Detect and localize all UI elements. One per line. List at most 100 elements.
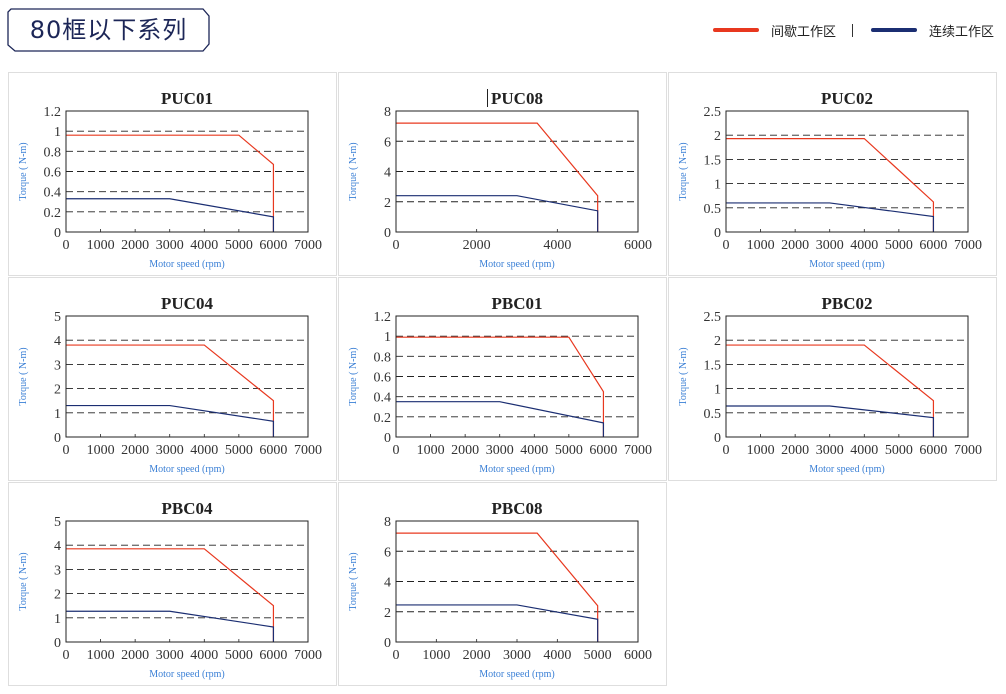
y-tick-label: 2 <box>54 383 61 398</box>
y-tick-label: 4 <box>384 166 391 181</box>
y-tick-label: 0.5 <box>704 407 722 422</box>
y-axis-label: Torque ( N-m) <box>18 142 29 200</box>
x-tick-label: 1000 <box>87 443 115 458</box>
y-tick-label: 0.2 <box>44 206 62 221</box>
y-tick-label: 0 <box>714 431 721 446</box>
x-tick-label: 3000 <box>503 648 531 663</box>
chart-title: PUC02 <box>821 89 873 108</box>
x-tick-label: 1000 <box>87 648 115 663</box>
plot-frame <box>725 315 969 438</box>
legend-swatch-continuous <box>871 28 918 32</box>
x-tick-label: 3000 <box>156 238 184 253</box>
x-axis-label: Motor speed (rpm) <box>479 464 555 475</box>
x-tick-label: 5000 <box>225 443 253 458</box>
y-tick-label: 0.6 <box>374 371 392 386</box>
y-tick-label: 1 <box>54 407 61 422</box>
legend: 间歇工作区 连续工作区 <box>713 20 994 40</box>
x-tick-label: 3000 <box>156 648 184 663</box>
plot-frame <box>395 110 639 233</box>
y-tick-label: 0.4 <box>374 391 392 406</box>
x-axis-label: Motor speed (rpm) <box>479 669 555 680</box>
y-tick-label: 1 <box>54 612 61 627</box>
y-tick-label: 3 <box>54 563 61 578</box>
x-tick-label: 4000 <box>190 443 218 458</box>
series-line-intermittent <box>396 532 599 642</box>
series-line-intermittent <box>66 134 275 232</box>
plot-frame <box>395 315 639 438</box>
legend-divider <box>852 23 854 37</box>
text-cursor <box>487 89 488 107</box>
x-tick-label: 2000 <box>121 648 149 663</box>
y-tick-label: 0 <box>54 636 61 651</box>
x-tick-label: 5000 <box>885 238 913 253</box>
x-tick-label: 4000 <box>543 238 571 253</box>
y-tick-label: 0.6 <box>44 166 62 181</box>
x-tick-label: 1000 <box>747 238 775 253</box>
x-tick-label: 0 <box>393 648 400 663</box>
x-tick-label: 6000 <box>624 238 652 253</box>
plot-frame <box>65 110 309 233</box>
y-tick-label: 1 <box>714 383 721 398</box>
x-axis-label: Motor speed (rpm) <box>149 259 225 270</box>
series-line-continuous <box>66 198 275 232</box>
x-tick-label: 5000 <box>885 443 913 458</box>
y-tick-label: 0 <box>384 636 391 651</box>
chart-card-puc01: PUC01 0 0.2 0.4 0.6 0.8 1 1.2 0 1000 2000 3000 4000 5… <box>8 72 337 276</box>
x-tick-label: 5000 <box>225 648 253 663</box>
x-tick-label: 7000 <box>294 238 322 253</box>
legend-label-intermittent: 间歇工作区 <box>771 24 837 40</box>
series-line-intermittent <box>726 344 935 437</box>
x-tick-label: 1000 <box>422 648 450 663</box>
y-axis-label: Torque ( N-m) <box>678 142 689 200</box>
x-tick-label: 2000 <box>451 443 479 458</box>
y-tick-label: 2 <box>384 196 391 211</box>
x-tick-label: 7000 <box>294 443 322 458</box>
chart-title: PBC08 <box>492 499 543 518</box>
y-tick-label: 0 <box>54 226 61 241</box>
chart-puc08: PUC08 0 2 4 6 8 0 2000 4000 6000 Motor speed (rpm)… <box>348 89 652 270</box>
y-tick-label: 0.5 <box>704 202 722 217</box>
x-tick-label: 0 <box>63 443 70 458</box>
x-tick-label: 6000 <box>589 443 617 458</box>
y-tick-label: 6 <box>384 135 391 150</box>
y-axis-label: Torque ( N-m) <box>18 347 29 405</box>
x-tick-label: 2000 <box>463 238 491 253</box>
x-tick-label: 3000 <box>816 238 844 253</box>
x-axis-label: Motor speed (rpm) <box>809 464 885 475</box>
title-frame <box>7 8 210 52</box>
x-tick-label: 4000 <box>850 443 878 458</box>
y-tick-label: 0 <box>384 431 391 446</box>
y-tick-label: 1.5 <box>704 153 722 168</box>
y-tick-label: 1.2 <box>374 310 392 325</box>
y-tick-label: 0 <box>384 226 391 241</box>
y-tick-label: 2 <box>714 334 721 349</box>
x-tick-label: 1000 <box>417 443 445 458</box>
x-tick-label: 1000 <box>87 238 115 253</box>
section-title-box: 80框以下系列 <box>7 8 210 52</box>
y-axis-label: Torque ( N-m) <box>348 552 359 610</box>
chart-card-puc02: PUC02 0 0.5 1 1.5 2 2.5 0 1000 2000 3000 4000 5000 60… <box>668 72 997 276</box>
series-line-continuous <box>396 604 599 642</box>
x-tick-label: 4000 <box>190 238 218 253</box>
series-line-continuous <box>66 610 275 642</box>
y-tick-label: 6 <box>384 545 391 560</box>
x-tick-label: 4000 <box>190 648 218 663</box>
series-line-intermittent <box>66 548 275 642</box>
series-line-continuous <box>396 401 605 437</box>
x-tick-label: 0 <box>63 238 70 253</box>
chart-pbc08: PBC08 0 2 4 6 8 0 1000 2000 3000 4000 5000 6000 Motor… <box>348 499 652 680</box>
x-tick-label: 4000 <box>520 443 548 458</box>
series-line-intermittent <box>66 344 275 437</box>
x-tick-label: 6000 <box>919 443 947 458</box>
plot-frame <box>395 520 639 643</box>
y-tick-label: 5 <box>54 515 61 530</box>
series-line-intermittent <box>396 122 599 232</box>
y-tick-label: 8 <box>384 105 391 120</box>
x-tick-label: 4000 <box>543 648 571 663</box>
y-tick-label: 3 <box>54 358 61 373</box>
chart-title: PBC02 <box>822 294 873 313</box>
y-tick-label: 0 <box>714 226 721 241</box>
x-tick-label: 7000 <box>624 443 652 458</box>
series-line-intermittent <box>726 137 935 232</box>
